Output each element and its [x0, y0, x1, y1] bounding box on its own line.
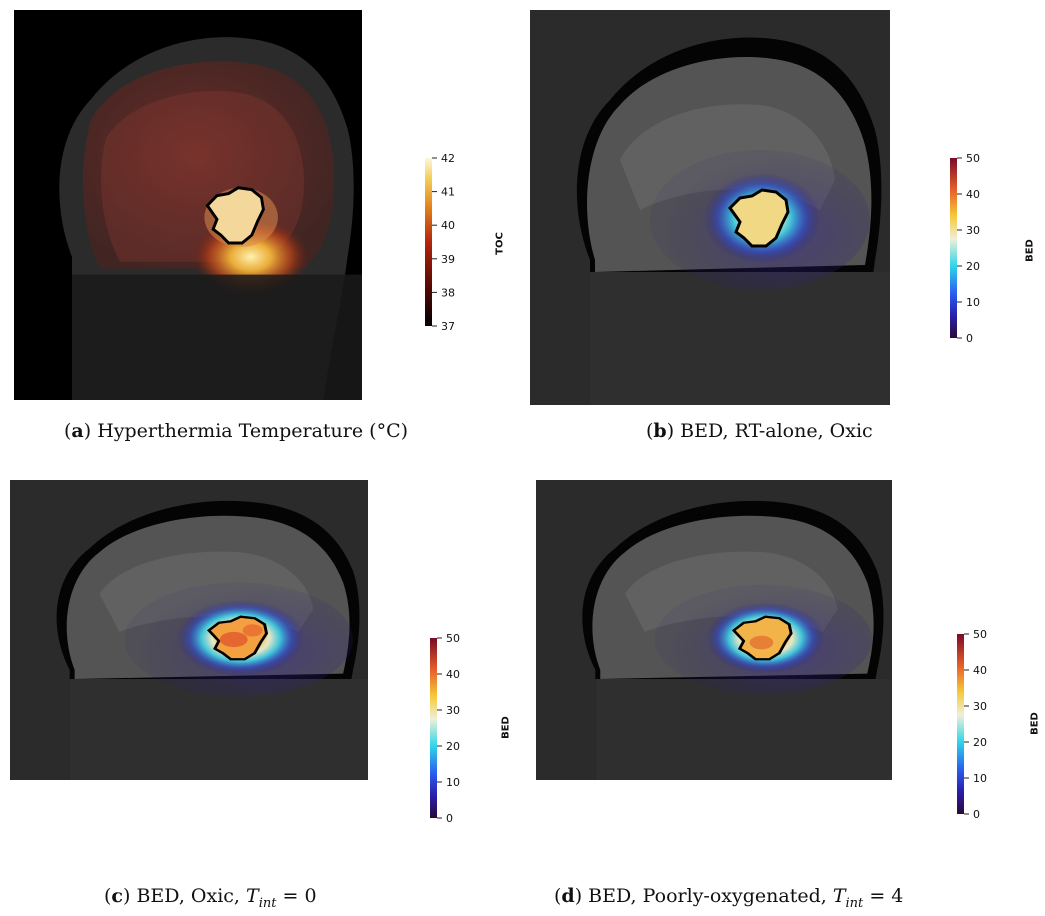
caption-math-sub: int [258, 895, 277, 911]
panel-d: 50 40 30 20 10 0 BED (d) BED, Poorly-oxygenat… [520, 460, 1045, 916]
colorbar-tick-label: 40 [966, 188, 980, 201]
colorbar-tick-label: 0 [446, 812, 453, 825]
colorbar-title-a: TOC [494, 232, 506, 255]
colorbar-tick-label: 40 [446, 668, 460, 681]
colorbar-tick-label: 10 [446, 776, 460, 789]
colorbar-d: 50 40 30 20 10 0 [957, 626, 1017, 826]
caption-text: BED, Poorly-oxygenated, [588, 885, 833, 907]
colorbar-c: 50 40 30 20 10 0 [430, 630, 490, 830]
caption-letter: c [111, 885, 123, 907]
bed-rt-alone-image [530, 10, 890, 405]
colorbar-tick-label: 0 [966, 332, 973, 345]
panel-a: 42 41 40 39 38 37 TOC (a) Hyperthermia Temper… [0, 0, 520, 450]
colorbar-gradient [957, 634, 964, 814]
colorbar-title-d: BED [1029, 712, 1041, 735]
caption-text: Hyperthermia Temperature (°C) [97, 420, 409, 442]
colorbar-a: 42 41 40 39 38 37 [425, 150, 485, 340]
caption-letter: b [653, 420, 667, 442]
caption-math-sub: int [845, 895, 864, 911]
colorbar-tick-label: 50 [973, 628, 987, 641]
caption-text: BED, Oxic, [136, 885, 247, 907]
caption-math-var: T [246, 885, 259, 907]
colorbar-tick-label: 41 [441, 186, 455, 199]
colorbar-tick-label: 30 [966, 224, 980, 237]
colorbar-tick-label: 50 [966, 152, 980, 165]
panel-c: 50 40 30 20 10 0 BED (c) BED, Oxic, Tint = 0 [0, 460, 520, 916]
colorbar-tick-label: 10 [973, 772, 987, 785]
bed-poorly-oxygenated-image [536, 480, 892, 780]
colorbar-tick-label: 20 [446, 740, 460, 753]
colorbar-title-c: BED [500, 716, 512, 739]
colorbar-tick-label: 39 [441, 253, 455, 266]
caption-math-var: T [832, 885, 846, 907]
colorbar-tick-label: 40 [973, 664, 987, 677]
caption-a: (a) Hyperthermia Temperature (°C) [64, 420, 409, 442]
colorbar-tick-label: 38 [441, 286, 455, 299]
caption-letter: a [71, 420, 84, 442]
colorbar-gradient [425, 158, 432, 326]
caption-math-rest: = 4 [863, 885, 904, 907]
colorbar-tick-label: 20 [966, 260, 980, 273]
caption-d: (d) BED, Poorly-oxygenated, Tint = 4 [554, 885, 904, 911]
colorbar-tick-label: 42 [441, 152, 455, 165]
colorbar-title-b: BED [1024, 239, 1036, 262]
colorbar-tick-label: 0 [973, 808, 980, 821]
bed-oxic-image [10, 480, 368, 780]
caption-c: (c) BED, Oxic, Tint = 0 [104, 885, 317, 911]
colorbar-gradient [950, 158, 957, 338]
colorbar-tick-label: 40 [441, 219, 455, 232]
colorbar-tick-label: 10 [966, 296, 980, 309]
colorbar-tick-label: 20 [973, 736, 987, 749]
colorbar-tick-label: 30 [973, 700, 987, 713]
panel-b: 50 40 30 20 10 0 BED (b) BED, RT-alone, Oxic [520, 0, 1045, 450]
caption-b: (b) BED, RT-alone, Oxic [646, 420, 873, 442]
colorbar-tick-label: 50 [446, 632, 460, 645]
colorbar-b: 50 40 30 20 10 0 [950, 150, 1010, 350]
caption-math-rest: = 0 [276, 885, 317, 907]
caption-letter: d [561, 885, 575, 907]
colorbar-tick-label: 30 [446, 704, 460, 717]
colorbar-tick-label: 37 [441, 320, 455, 333]
colorbar-gradient [430, 638, 437, 818]
caption-text: BED, RT-alone, Oxic [680, 420, 873, 442]
hyperthermia-temperature-image [14, 10, 362, 400]
